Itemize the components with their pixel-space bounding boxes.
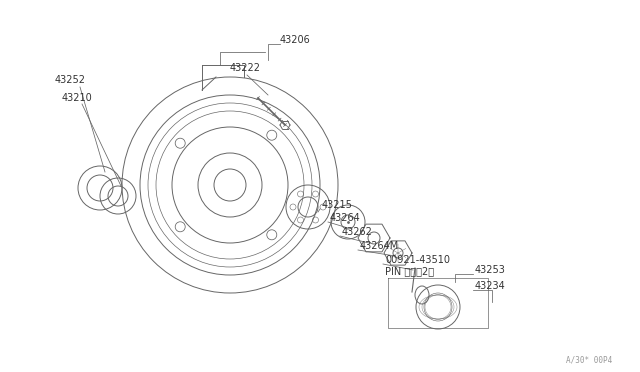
Text: 00921-43510: 00921-43510 bbox=[385, 255, 450, 265]
Text: 43264M: 43264M bbox=[360, 241, 399, 251]
Text: 43222: 43222 bbox=[230, 63, 261, 73]
Text: A/30* 00P4: A/30* 00P4 bbox=[566, 356, 612, 365]
Text: 43234: 43234 bbox=[475, 281, 506, 291]
Text: 43253: 43253 bbox=[475, 265, 506, 275]
Text: PIN ピン（2）: PIN ピン（2） bbox=[385, 266, 434, 276]
Text: 43252: 43252 bbox=[55, 75, 86, 85]
Text: 43215: 43215 bbox=[322, 200, 353, 210]
Text: 43264: 43264 bbox=[330, 213, 361, 223]
Text: 43262: 43262 bbox=[342, 227, 373, 237]
Text: 43206: 43206 bbox=[280, 35, 311, 45]
Text: 43210: 43210 bbox=[62, 93, 93, 103]
